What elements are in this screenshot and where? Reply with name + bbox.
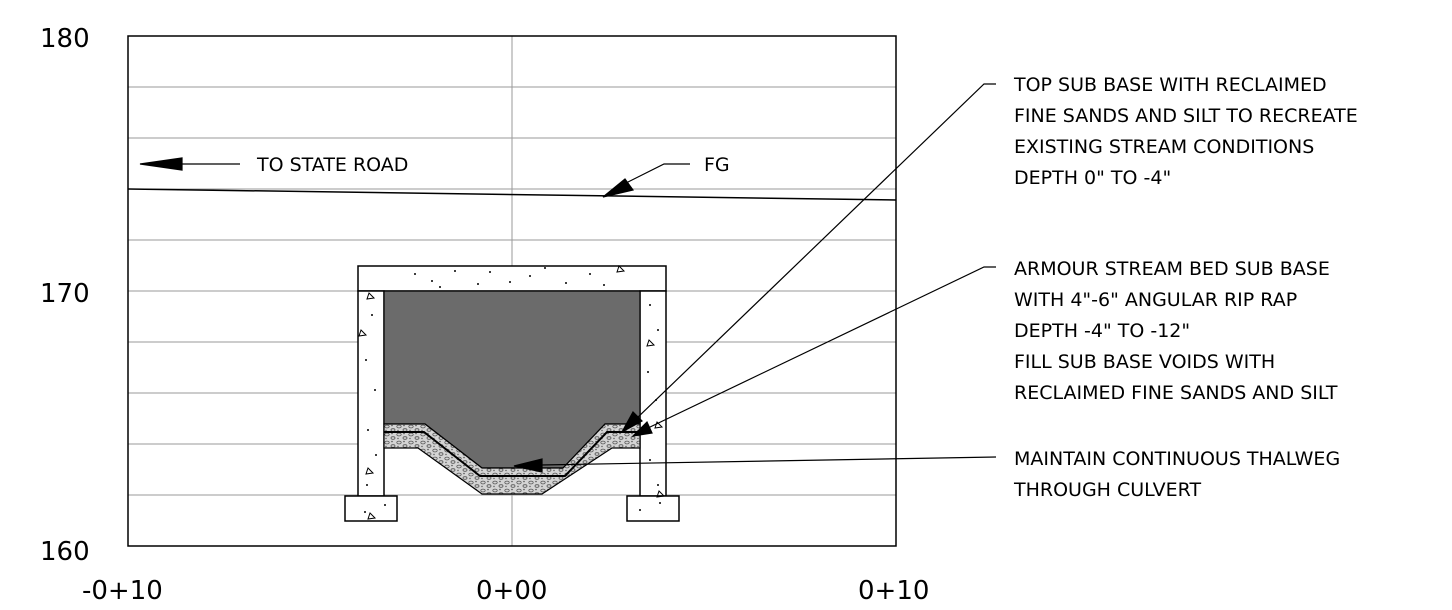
note-line: ARMOUR STREAM BED SUB BASE [1014, 258, 1330, 280]
finished-grade-line [127, 188, 897, 201]
note-line: RECLAIMED FINE SANDS AND SILT [1014, 382, 1338, 404]
thalweg-note: MAINTAIN CONTINUOUS THALWEG THROUGH CULV… [1013, 448, 1340, 501]
top-sub-base-line [384, 431, 640, 477]
y-axis-labels: 180 170 160 [40, 24, 90, 567]
left-footing [344, 495, 398, 522]
culvert [344, 265, 680, 522]
to-state-road-label: TO STATE ROAD [256, 154, 408, 176]
x-axis-labels: -0+10 0+00 0+10 [82, 576, 929, 606]
culvert-left-wall [357, 290, 385, 497]
culvert-top-slab [357, 265, 667, 292]
x-tick-label: 0+10 [858, 576, 929, 606]
fg-label: FG [704, 154, 730, 176]
x-tick-label: 0+00 [476, 576, 547, 606]
note-line: MAINTAIN CONTINUOUS THALWEG [1014, 448, 1340, 470]
x-tick-label: -0+10 [82, 576, 163, 606]
y-tick-label: 160 [40, 537, 90, 567]
note-line: DEPTH 0" TO -4" [1014, 167, 1171, 189]
note-line: EXISTING STREAM CONDITIONS [1014, 136, 1314, 158]
note-line: WITH 4"-6" ANGULAR RIP RAP [1014, 289, 1297, 311]
note-line: FINE SANDS AND SILT TO RECREATE [1014, 105, 1358, 127]
y-tick-label: 180 [40, 24, 90, 54]
leaders [139, 83, 997, 473]
note-line: THROUGH CULVERT [1013, 479, 1201, 501]
armour-sub-base-note: ARMOUR STREAM BED SUB BASE WITH 4"-6" AN… [1014, 258, 1338, 404]
right-footing [626, 495, 680, 522]
note-line: TOP SUB BASE WITH RECLAIMED [1013, 74, 1327, 96]
note-line: FILL SUB BASE VOIDS WITH [1014, 351, 1275, 373]
note-line: DEPTH -4" TO -12" [1014, 320, 1190, 342]
y-tick-label: 170 [40, 279, 90, 309]
plot-frame [127, 35, 897, 547]
top-sub-base-note: TOP SUB BASE WITH RECLAIMED FINE SANDS A… [1013, 74, 1358, 189]
